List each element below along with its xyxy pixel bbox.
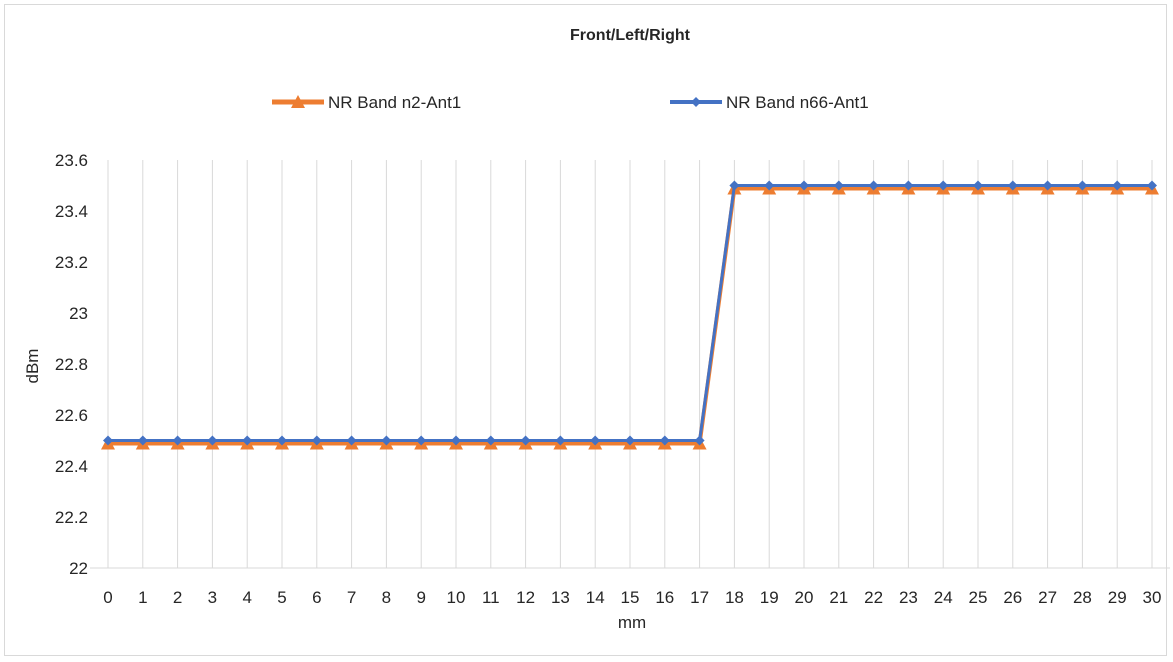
y-tick-label: 23.6 (55, 151, 88, 170)
x-tick-label: 10 (447, 588, 466, 607)
gridlines (90, 160, 1170, 569)
legend-label: NR Band n2-Ant1 (328, 93, 461, 112)
data-point (729, 180, 740, 191)
legend: NR Band n2-Ant1 NR Band n66-Ant1 (272, 93, 869, 112)
data-point (590, 435, 601, 446)
x-tick-label: 21 (829, 588, 848, 607)
x-tick-label: 16 (655, 588, 674, 607)
data-point (659, 435, 670, 446)
y-tick-label: 22 (69, 559, 88, 578)
data-point (1042, 180, 1053, 191)
data-point (172, 435, 183, 446)
legend-label: NR Band n66-Ant1 (726, 93, 869, 112)
x-tick-label: 14 (586, 588, 605, 607)
x-tick-label: 6 (312, 588, 321, 607)
x-tick-label: 24 (934, 588, 953, 607)
data-point (520, 435, 531, 446)
y-tick-label: 23.4 (55, 202, 88, 221)
y-tick-label: 22.4 (55, 457, 88, 476)
x-tick-label: 13 (551, 588, 570, 607)
x-tick-label: 9 (416, 588, 425, 607)
x-tick-label: 30 (1143, 588, 1162, 607)
x-tick-label: 20 (795, 588, 814, 607)
x-tick-label: 2 (173, 588, 182, 607)
x-tick-label: 1 (138, 588, 147, 607)
x-axis-title: mm (618, 613, 646, 632)
y-axis-title: dBm (23, 349, 42, 384)
x-axis: 0 1 2 3 4 5 6 7 8 9 10 11 12 13 14 15 16 17 18 19 20 21 22 23 24… (103, 588, 1161, 607)
y-tick-label: 22.6 (55, 406, 88, 425)
data-point (1112, 180, 1123, 191)
x-tick-label: 17 (690, 588, 709, 607)
x-tick-label: 5 (277, 588, 286, 607)
y-tick-label: 23 (69, 304, 88, 323)
series-group (101, 180, 1159, 450)
data-point (1147, 180, 1157, 191)
legend-item: NR Band n2-Ant1 (272, 93, 461, 112)
y-tick-label: 23.2 (55, 253, 88, 272)
data-point (207, 435, 218, 446)
data-point (973, 180, 983, 191)
series-2 (103, 180, 1157, 446)
x-tick-label: 0 (103, 588, 112, 607)
x-tick-label: 7 (347, 588, 356, 607)
x-tick-label: 27 (1038, 588, 1057, 607)
data-point (311, 435, 322, 446)
y-axis: 22 22.2 22.4 22.6 22.8 23 23.2 23.4 23.6 (55, 151, 88, 578)
x-tick-label: 8 (382, 588, 391, 607)
y-tick-label: 22.8 (55, 355, 88, 374)
x-tick-label: 22 (864, 588, 883, 607)
legend-marker (291, 95, 305, 108)
data-point (242, 435, 253, 446)
x-tick-label: 25 (969, 588, 988, 607)
x-tick-label: 18 (725, 588, 744, 607)
x-tick-label: 26 (1003, 588, 1022, 607)
data-point (555, 435, 566, 446)
data-point (938, 180, 949, 191)
x-tick-label: 15 (621, 588, 640, 607)
data-point (277, 435, 287, 446)
data-point (1077, 180, 1088, 191)
data-point (103, 435, 113, 446)
x-tick-label: 3 (208, 588, 217, 607)
data-point (137, 435, 148, 446)
x-tick-label: 12 (516, 588, 535, 607)
data-point (451, 435, 461, 446)
data-point (833, 180, 844, 191)
chart-title: Front/Left/Right (570, 27, 691, 44)
y-tick-label: 22.2 (55, 508, 88, 527)
x-tick-label: 23 (899, 588, 918, 607)
x-tick-label: 19 (760, 588, 779, 607)
data-point (764, 180, 775, 191)
legend-item: NR Band n66-Ant1 (670, 93, 869, 112)
chart-frame (4, 4, 1167, 656)
legend-marker (691, 97, 701, 107)
data-point (346, 435, 357, 446)
x-tick-label: 29 (1108, 588, 1127, 607)
x-tick-label: 11 (482, 588, 500, 607)
x-tick-label: 4 (242, 588, 251, 607)
x-tick-label: 28 (1073, 588, 1092, 607)
data-point (903, 180, 914, 191)
data-point (381, 435, 392, 446)
data-point (799, 180, 809, 191)
data-point (694, 435, 705, 446)
data-point (868, 180, 879, 191)
data-point (625, 435, 635, 446)
data-point (416, 435, 427, 446)
data-point (1007, 180, 1018, 191)
data-point (485, 435, 496, 446)
